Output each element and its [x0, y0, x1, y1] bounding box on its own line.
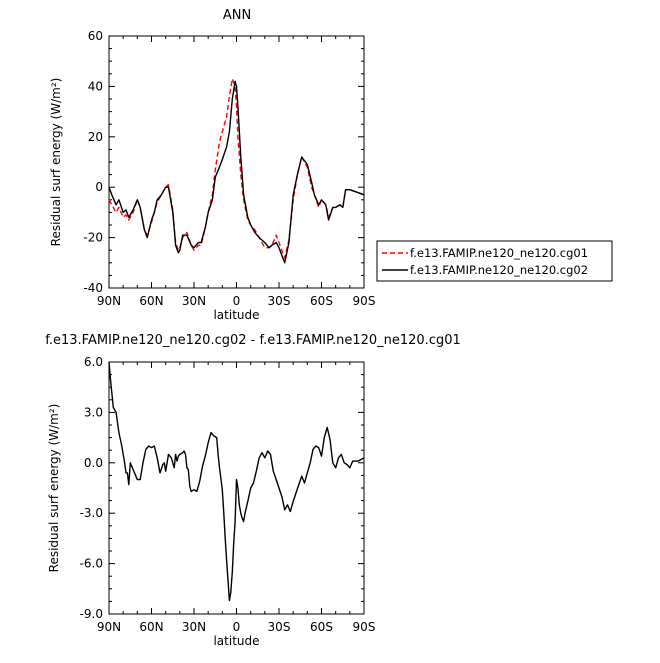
chart1-y-tick-label: -20	[83, 231, 103, 245]
chart2-y-tick-label: 3.0	[84, 405, 103, 419]
chart1-y-axis-label: Residual surf energy (W/m²)	[49, 78, 63, 247]
legend-label-2: f.e13.FAMIP.ne120_ne120.cg02	[410, 263, 588, 277]
chart1-x-tick-label: 90S	[353, 294, 376, 308]
chart2-x-tick-label: 0	[233, 620, 241, 634]
legend: f.e13.FAMIP.ne120_ne120.cg01 f.e13.FAMIP.…	[376, 240, 613, 282]
chart2-y-tick-label: 6.0	[84, 355, 103, 369]
chart1-x-tick-label: 30S	[268, 294, 291, 308]
chart2-title: f.e13.FAMIP.ne120_ne120.cg02 - f.e13.FAM…	[45, 333, 461, 348]
chart2-y-tick-label: -6.0	[80, 557, 103, 571]
chart1-y-tick-label: 40	[88, 79, 103, 93]
chart2-y-tick-label: -3.0	[80, 506, 103, 520]
chart1-series-line-1	[108, 78, 365, 259]
chart2: 90N 60N 30N 0 30S 60S 90S -9.0 -6.0 -3.0 0.0 3.0 6.0…	[45, 333, 461, 648]
chart2-x-axis-label: latitude	[213, 634, 259, 648]
chart2-y-tick-label: 0.0	[84, 456, 103, 470]
chart2-y-tick-label: -9.0	[80, 607, 103, 621]
chart1-plot-frame	[108, 35, 365, 289]
chart2-x-tick-label: 60N	[139, 620, 163, 634]
chart2-x-tick-label: 90S	[353, 620, 376, 634]
chart1-y-tick-label: 20	[88, 130, 103, 144]
chart2-y-axis-label: Residual surf energy (W/m²)	[47, 404, 61, 573]
chart1-x-tick-label: 60S	[310, 294, 333, 308]
chart1-x-tick-label: 90N	[97, 294, 121, 308]
chart1-x-tick-label: 0	[233, 294, 241, 308]
chart1-x-tick-label: 60N	[139, 294, 163, 308]
chart1: 90N 60N 30N 0 30S 60S 90S -40 -20 0 20 40 60 ANN latit…	[49, 8, 375, 322]
chart1-y-tick-label: -40	[83, 281, 103, 295]
chart2-x-tick-label: 60S	[310, 620, 333, 634]
chart2-x-tick-label: 30S	[268, 620, 291, 634]
chart1-y-tick-label: 0	[95, 180, 103, 194]
legend-label-1: f.e13.FAMIP.ne120_ne120.cg01	[410, 246, 588, 260]
legend-box	[376, 240, 613, 282]
chart2-x-tick-label: 90N	[97, 620, 121, 634]
chart1-y-tick-label: 60	[88, 29, 103, 43]
chart1-x-tick-label: 30N	[182, 294, 206, 308]
chart2-series-line-1	[108, 361, 365, 602]
chart1-series-line-2	[108, 80, 365, 264]
chart1-x-axis-label: latitude	[213, 308, 259, 322]
chart2-x-tick-label: 30N	[182, 620, 206, 634]
chart1-title: ANN	[223, 8, 251, 23]
